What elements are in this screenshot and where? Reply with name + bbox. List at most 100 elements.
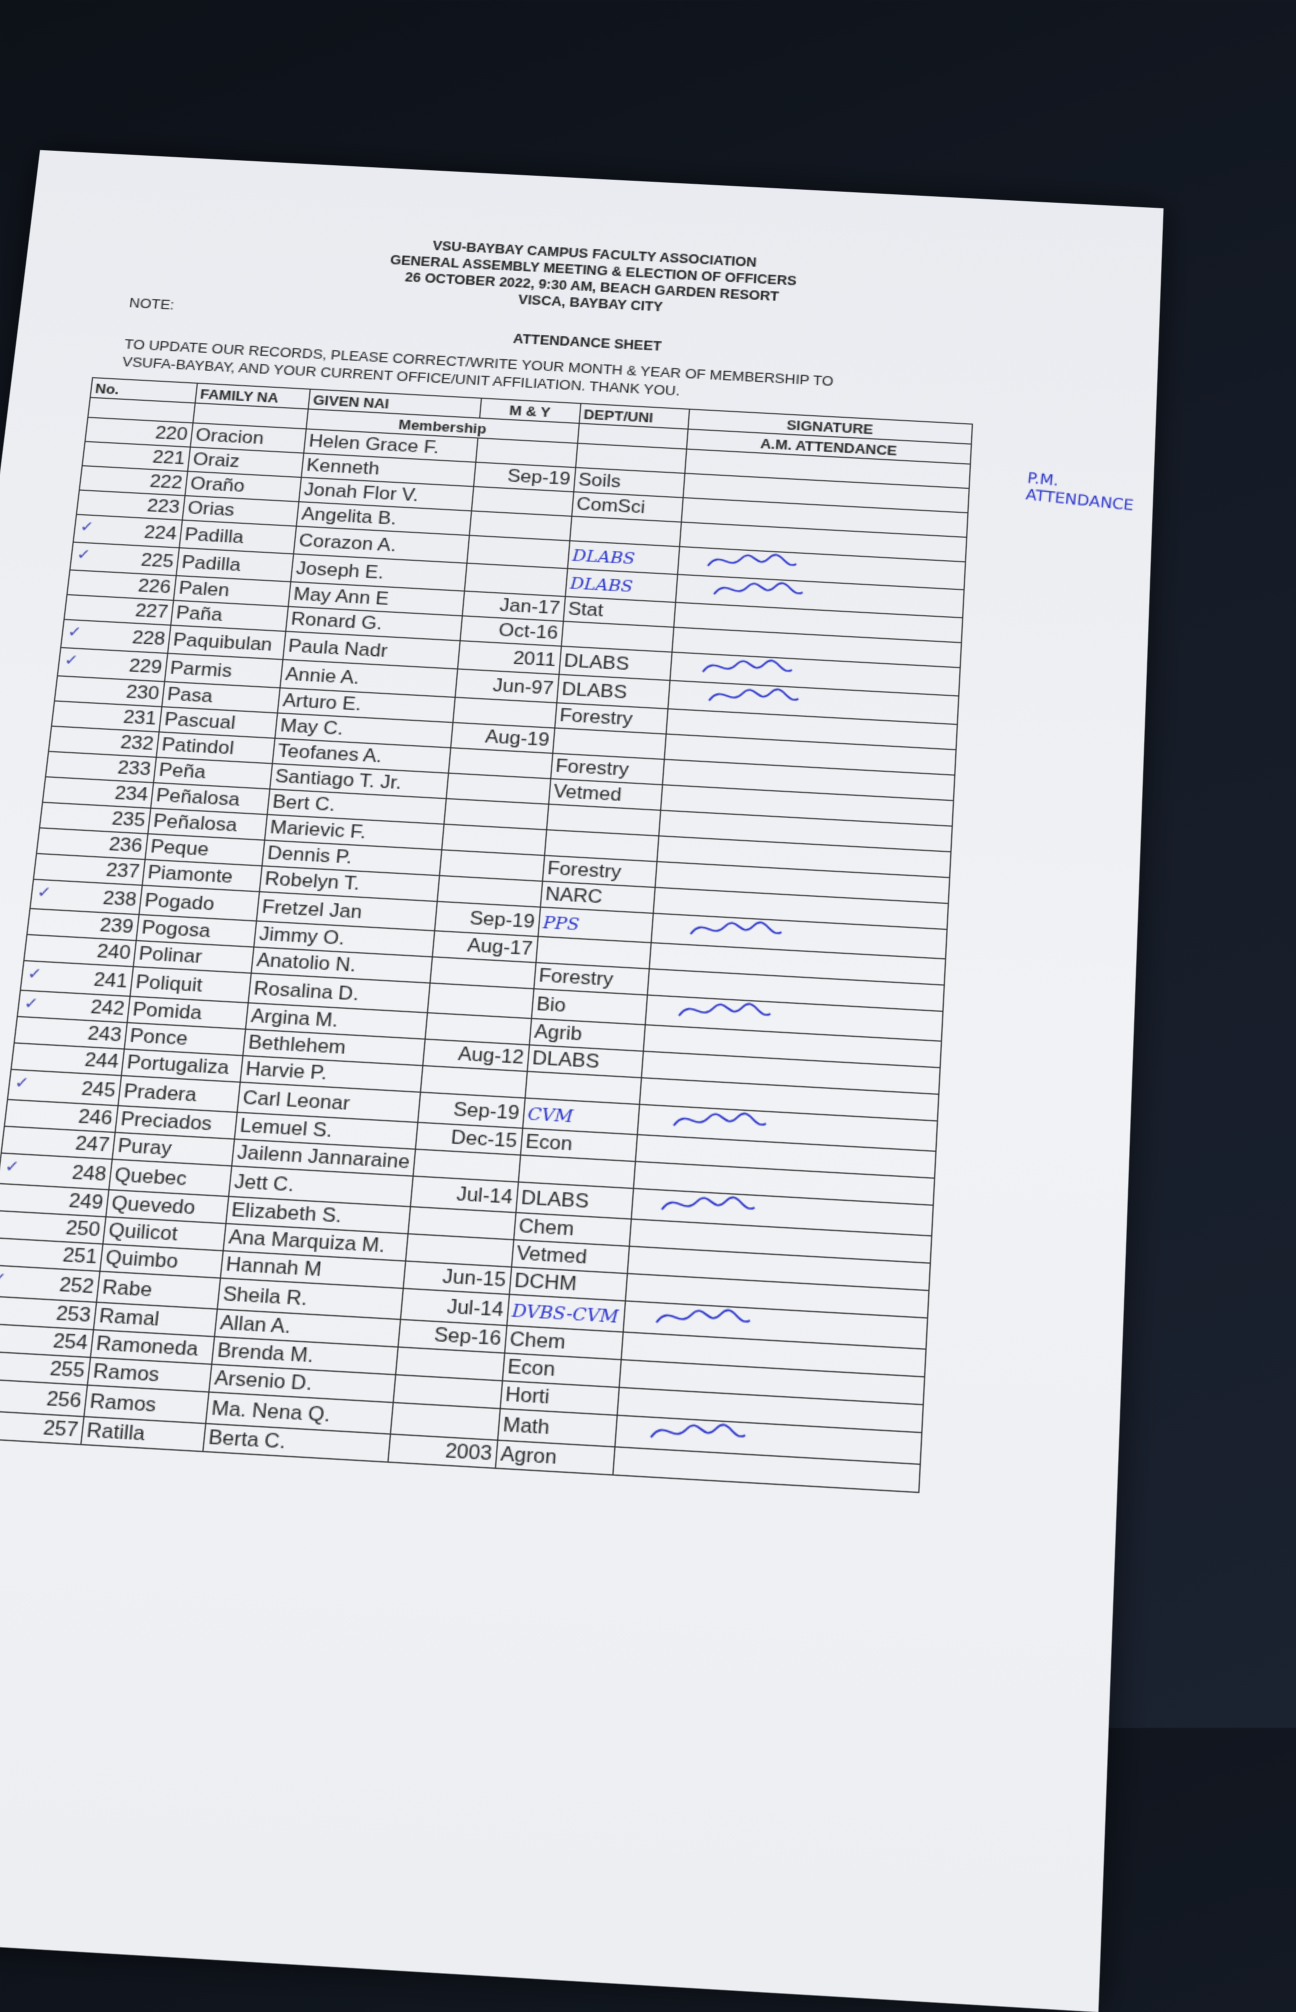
family-name-text: Patindol (160, 733, 235, 759)
dept-unit-text: NARC (544, 883, 604, 908)
check-mark-icon: ✓ (23, 993, 40, 1013)
family-name-text: Quebec (113, 1163, 188, 1190)
given-name-text: Teofanes A. (276, 740, 383, 767)
row-number-text: 246 (77, 1105, 114, 1130)
row-number-text: 221 (151, 446, 187, 469)
row-number-text: 223 (145, 495, 181, 518)
given-name-text: May C. (279, 714, 345, 740)
given-name-text: Ma. Nena Q. (210, 1395, 332, 1426)
given-name-text: Fretzel Jan (261, 895, 363, 923)
given-name-text: Jett C. (233, 1169, 295, 1196)
row-number-text: 236 (107, 833, 144, 857)
row-number-text: 238 (101, 886, 138, 910)
given-name-text: Berta C. (207, 1425, 287, 1454)
dept-unit-text: Chem (517, 1214, 575, 1241)
dept-unit-text: Econ (506, 1355, 557, 1381)
given-name-text: Anatolio N. (255, 948, 357, 977)
row-number-text: 251 (61, 1243, 99, 1269)
dept-unit-text: Forestry (546, 857, 623, 883)
given-name-text: Dennis P. (266, 842, 354, 868)
family-name-text: Rabe (101, 1275, 154, 1301)
signature-scribble-icon (682, 547, 811, 575)
attendance-table: No. FAMILY NA GIVEN NAI M & Y DEPT/UNI S… (0, 377, 973, 1493)
family-name-text: Ramoneda (95, 1331, 200, 1361)
family-name-text: Padilla (180, 551, 242, 575)
signature-stroke (656, 1306, 750, 1328)
row-number-text: 241 (92, 967, 129, 992)
family-name-text: Peñalosa (152, 810, 239, 836)
given-name-text: Allan A. (219, 1311, 292, 1338)
family-name-text: Quilicot (107, 1218, 179, 1246)
row-number-text: 225 (139, 549, 175, 572)
family-name-text: Quevedo (110, 1191, 197, 1219)
membership-date-text: Dec-15 (450, 1126, 519, 1152)
given-name-text: Elizabeth S. (230, 1198, 343, 1228)
given-name-text: Santiago T. Jr. (274, 765, 403, 794)
membership-date-text: Sep-19 (506, 465, 572, 489)
family-name-text: Peña (157, 759, 207, 783)
check-mark-icon: ✓ (76, 545, 92, 563)
family-name-text: Padilla (183, 523, 245, 547)
row-number-text: 232 (119, 731, 155, 755)
family-name-text: Paquibulan (172, 628, 274, 655)
membership-date-text: Jul-14 (446, 1294, 505, 1321)
family-name-text: Parmis (169, 656, 233, 681)
membership-date-text: Oct-16 (497, 619, 559, 644)
given-name-text: Brenda M. (216, 1338, 315, 1367)
given-name-text: Robelyn T. (263, 867, 361, 895)
family-name-text: Quimbo (104, 1245, 180, 1273)
signature-stroke (690, 919, 781, 939)
row-number-text: 233 (116, 756, 153, 780)
membership-date-text: 2003 (444, 1439, 493, 1465)
family-name-text: Pradera (122, 1079, 198, 1106)
family-name-text: Ratilla (85, 1418, 147, 1446)
check-mark-icon: ✓ (36, 882, 53, 902)
family-name-text: Polinar (137, 942, 204, 968)
given-name-text: Annie A. (284, 663, 361, 688)
dept-unit-text: Agron (499, 1442, 558, 1469)
given-name-text: Jimmy O. (258, 922, 346, 950)
signature-stroke (709, 686, 799, 706)
dept-unit-text: Vetmed (552, 780, 623, 806)
family-name-text: Ramal (98, 1304, 161, 1331)
given-name-text: Arturo E. (281, 689, 363, 715)
row-number-text: 253 (54, 1301, 93, 1327)
given-name-text: Bethlehem (247, 1031, 347, 1059)
signature-stroke (714, 579, 803, 598)
row-number-text: 255 (48, 1356, 86, 1382)
dept-unit-text: Forestry (554, 755, 630, 781)
family-name-text: Oraño (189, 473, 246, 497)
row-number-text: 249 (67, 1189, 105, 1214)
given-name-text: Corazon A. (298, 529, 398, 556)
row-number-text: 231 (122, 706, 158, 729)
given-name-text: Hannah M (224, 1252, 323, 1281)
dept-unit-text: DLABS (520, 1185, 590, 1212)
family-name-text: Pasa (166, 683, 214, 707)
membership-date-text: Jul-14 (455, 1182, 514, 1208)
family-name-text: Ramos (88, 1388, 158, 1416)
dept-unit-text: DLABS (531, 1046, 600, 1073)
dept-unit-text: Soils (577, 469, 622, 492)
family-name-text: Ponce (128, 1024, 189, 1050)
family-name-text: Ramos (92, 1359, 161, 1387)
dept-unit-text: Agrib (533, 1020, 583, 1045)
signature-stroke (708, 551, 797, 570)
dept-unit-text: Forestry (558, 704, 634, 730)
check-mark-icon: ✓ (63, 650, 80, 669)
row-number-text: 248 (70, 1160, 108, 1185)
family-name-text: Pogado (143, 888, 216, 915)
signature-stroke (702, 657, 792, 677)
family-name-text: Puray (116, 1134, 173, 1160)
row-number-text: 229 (127, 654, 164, 678)
dept-unit-text: Math (502, 1412, 551, 1439)
row-number-text: 252 (58, 1272, 96, 1298)
row-number-text: 242 (89, 995, 126, 1020)
row-number-text: 227 (134, 599, 170, 623)
given-name-text: May Ann E (292, 583, 390, 610)
family-name-text: Pascual (163, 708, 237, 734)
given-name-text: Lemuel S. (238, 1114, 334, 1142)
membership-date: 2003 (387, 1434, 498, 1469)
membership-date-text: Sep-19 (452, 1097, 521, 1124)
membership-date-text: Jun-15 (441, 1264, 507, 1292)
membership-date-text: Jan-17 (498, 594, 561, 619)
